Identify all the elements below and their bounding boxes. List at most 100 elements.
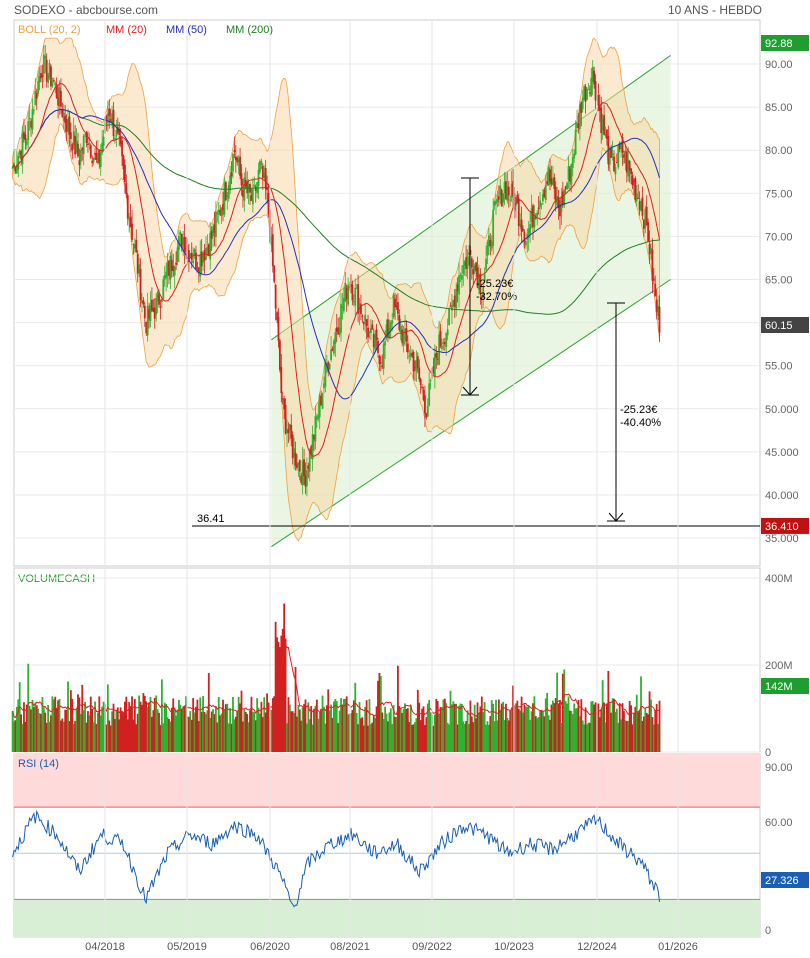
candle-body bbox=[217, 209, 220, 213]
candle-body bbox=[15, 164, 18, 174]
volume-bar bbox=[463, 723, 466, 752]
volume-bar bbox=[586, 724, 588, 752]
rsi-tick-label: 90.00 bbox=[765, 762, 793, 774]
volume-bar bbox=[610, 712, 613, 752]
volume-bar bbox=[301, 707, 304, 752]
volume-bar bbox=[607, 671, 610, 752]
volume-bar bbox=[476, 702, 479, 752]
candle-body bbox=[634, 178, 637, 200]
volume-bar bbox=[486, 721, 489, 752]
volume-bar bbox=[374, 718, 377, 752]
volume-bar bbox=[153, 697, 156, 752]
volume-bar bbox=[542, 711, 544, 752]
candle-body bbox=[588, 92, 591, 94]
volume-bar bbox=[159, 725, 162, 752]
candle-body bbox=[406, 343, 409, 353]
volume-bar bbox=[249, 710, 251, 752]
volume-bar bbox=[391, 724, 394, 752]
candle-body bbox=[462, 264, 465, 274]
candle-body bbox=[485, 258, 487, 270]
candle-body bbox=[321, 393, 324, 409]
volume-bar bbox=[328, 710, 331, 752]
candle-body bbox=[482, 286, 485, 298]
candle-body bbox=[347, 285, 350, 305]
volume-bar bbox=[67, 681, 69, 752]
volume-bar bbox=[465, 720, 468, 752]
candle-body bbox=[42, 54, 45, 75]
candle-body bbox=[549, 169, 551, 182]
candle-body bbox=[645, 206, 648, 226]
volume-bar bbox=[573, 703, 576, 752]
candle-body bbox=[580, 102, 583, 113]
candle-body bbox=[132, 243, 135, 245]
candle-body bbox=[298, 459, 301, 472]
volume-bar bbox=[278, 646, 281, 752]
candle-body bbox=[402, 331, 405, 345]
candle-body bbox=[459, 275, 462, 277]
candle-body bbox=[116, 127, 119, 133]
volume-bar bbox=[395, 716, 398, 752]
candle-body bbox=[267, 192, 270, 215]
candle-body bbox=[155, 298, 158, 315]
volume-bar bbox=[317, 718, 320, 752]
volume-bar bbox=[118, 719, 121, 752]
candle-body bbox=[381, 365, 384, 368]
volume-bar bbox=[296, 716, 298, 752]
candle-body bbox=[220, 207, 223, 216]
volume-bar bbox=[550, 704, 553, 752]
volume-bar bbox=[658, 700, 661, 752]
volume-bar bbox=[590, 701, 593, 752]
candle-body bbox=[44, 55, 47, 60]
volume-bar bbox=[210, 711, 213, 752]
candle-body bbox=[344, 282, 347, 302]
volume-bar bbox=[532, 703, 534, 752]
price-tick-label: 75.00 bbox=[765, 188, 793, 200]
candle-body bbox=[307, 465, 310, 470]
candle-body bbox=[341, 306, 344, 308]
candle-body bbox=[466, 256, 469, 269]
volume-bar bbox=[438, 713, 441, 752]
candle-body bbox=[173, 266, 176, 276]
candle-body bbox=[597, 94, 600, 106]
candle-body bbox=[507, 186, 510, 196]
candle-body bbox=[421, 386, 423, 389]
volume-bar bbox=[315, 699, 318, 752]
volume-bar bbox=[587, 722, 590, 752]
volume-bar bbox=[58, 698, 61, 752]
candle-body bbox=[465, 257, 468, 270]
candle-body bbox=[176, 247, 179, 262]
volume-bar bbox=[642, 716, 645, 752]
volume-bar bbox=[320, 708, 323, 752]
candle-body bbox=[253, 184, 256, 187]
volume-bar bbox=[303, 704, 305, 752]
candle-body bbox=[78, 160, 81, 166]
candle-body bbox=[468, 252, 470, 255]
volume-title: VOLUMECASH bbox=[18, 573, 95, 585]
volume-bar bbox=[323, 706, 325, 752]
candle-body bbox=[199, 253, 202, 277]
candle-body bbox=[54, 82, 57, 86]
candle-body bbox=[82, 135, 85, 155]
volume-bar bbox=[487, 724, 490, 752]
candle-body bbox=[438, 334, 441, 365]
candle-body bbox=[442, 342, 445, 345]
mm200-line bbox=[12, 108, 660, 315]
candle-body bbox=[365, 319, 368, 326]
drop2-arrow-head bbox=[608, 512, 624, 522]
rsi-line bbox=[12, 809, 660, 908]
candle-body bbox=[414, 366, 416, 368]
volume-bar bbox=[44, 712, 47, 752]
candle-body bbox=[85, 132, 88, 144]
candle-body bbox=[23, 131, 25, 139]
candle-body bbox=[352, 301, 355, 303]
candle-body bbox=[480, 296, 483, 299]
volume-bar bbox=[443, 698, 446, 752]
volume-bar bbox=[561, 673, 564, 752]
candle-body bbox=[246, 181, 249, 194]
candle-body bbox=[445, 332, 448, 348]
volume-bar bbox=[212, 709, 214, 752]
volume-bar bbox=[298, 709, 301, 752]
volume-bar bbox=[644, 708, 647, 752]
volume-bar bbox=[382, 718, 385, 752]
candle-body bbox=[232, 154, 234, 172]
